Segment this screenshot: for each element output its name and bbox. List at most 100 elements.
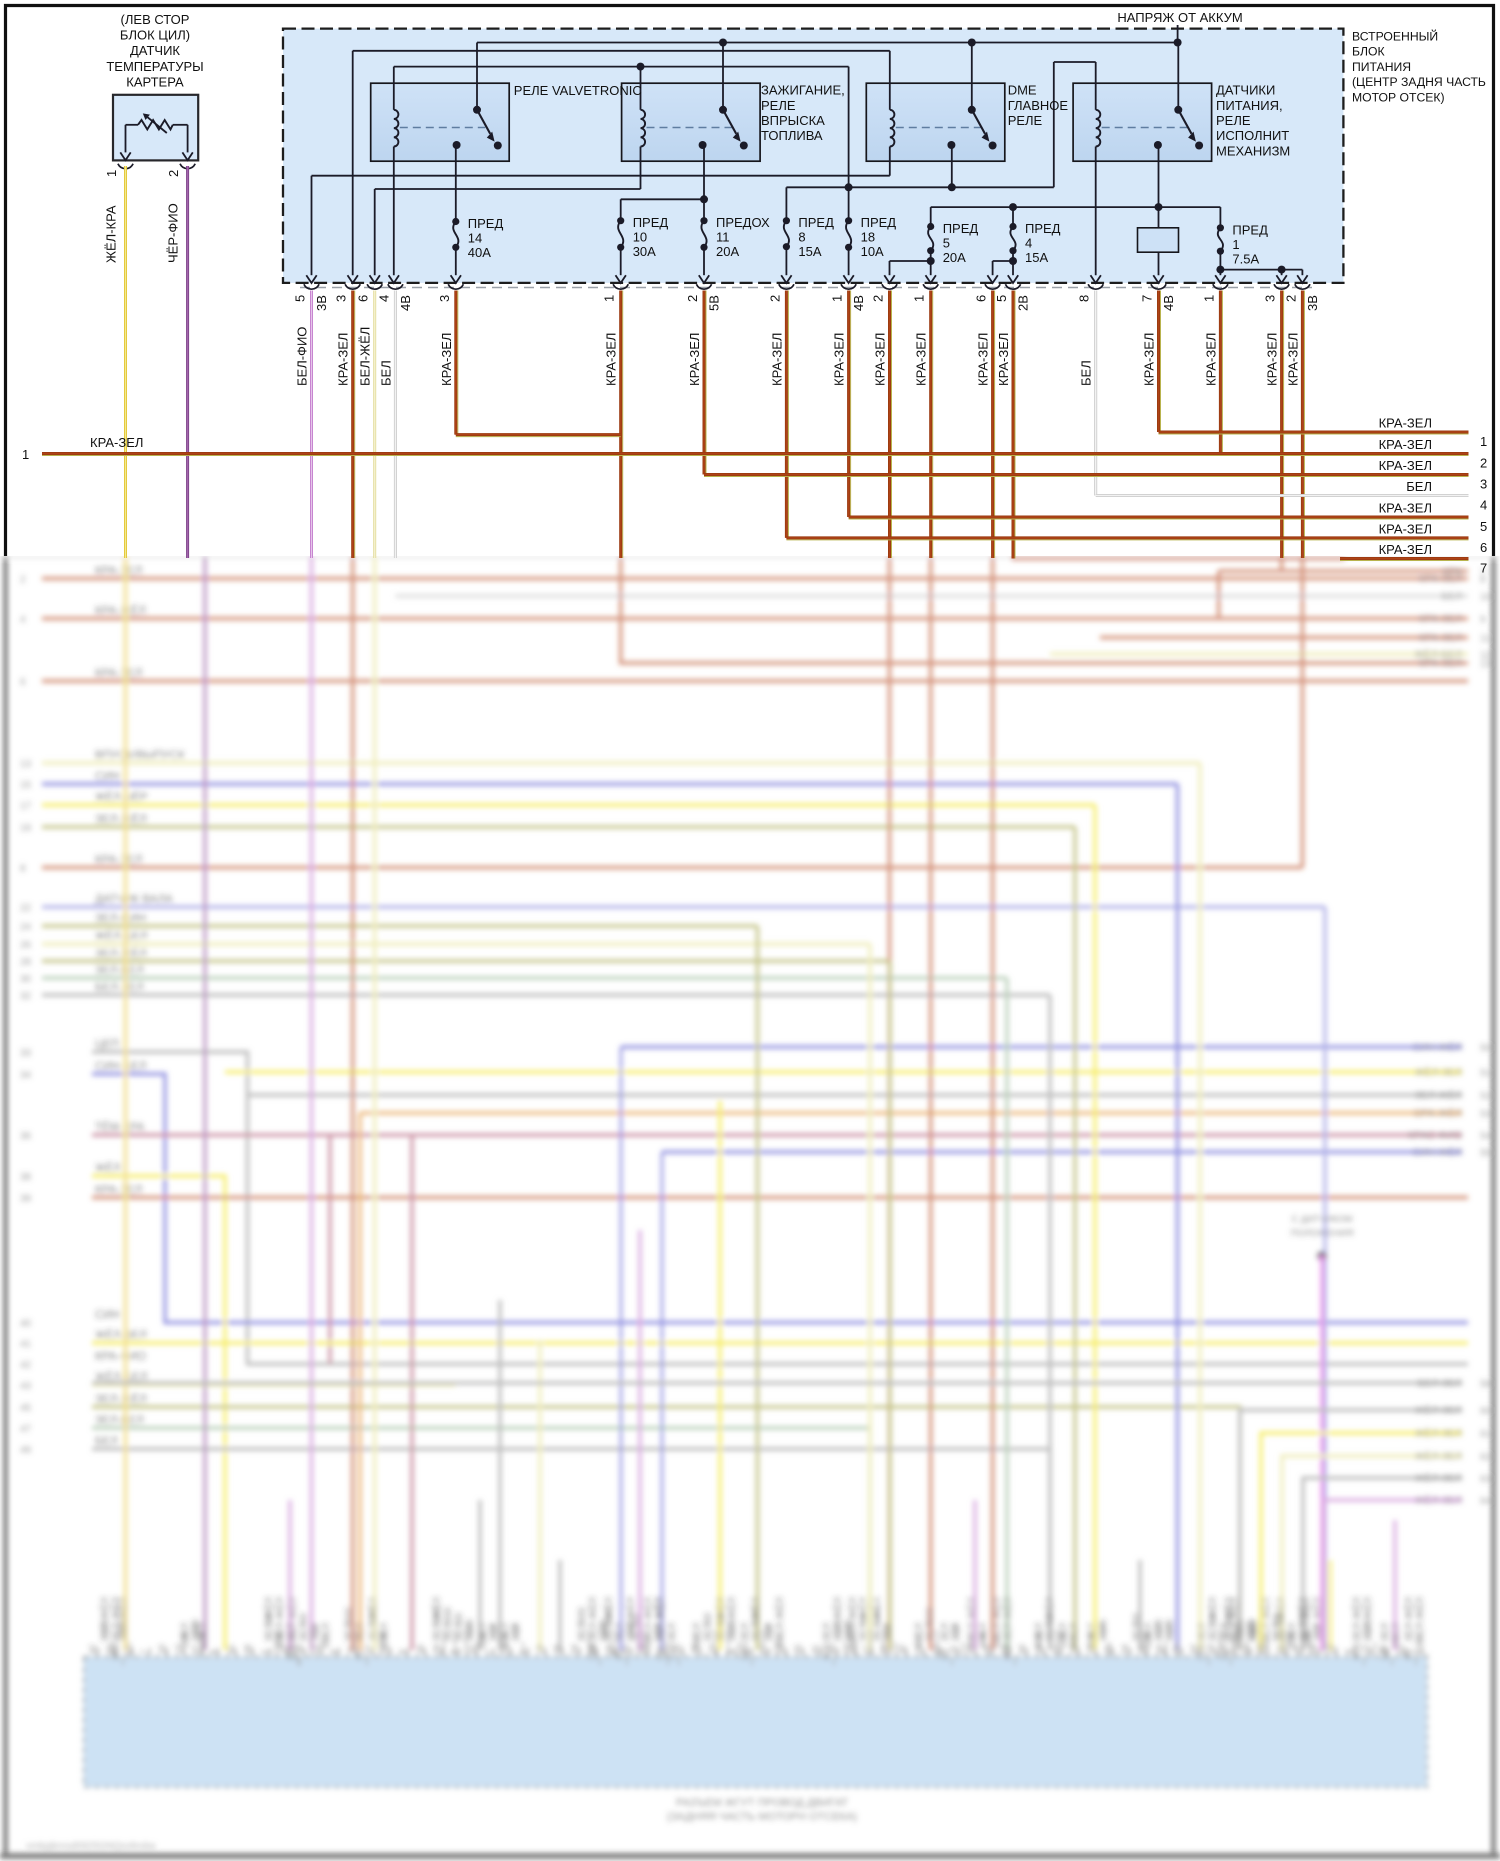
svg-text:000: 000	[872, 1607, 883, 1624]
svg-text:16: 16	[415, 1644, 426, 1655]
svg-text:РЕЛЕ: РЕЛЕ	[761, 98, 796, 113]
svg-text:1: 1	[1480, 434, 1487, 449]
svg-text:ПРЕД: ПРЕД	[861, 215, 897, 230]
svg-text:ЗЕЛ-ЖЁЛ: ЗЕЛ-ЖЁЛ	[95, 814, 147, 826]
svg-text:00: 00	[692, 1636, 703, 1648]
svg-text:28: 28	[20, 957, 32, 968]
svg-text:8: 8	[1480, 575, 1486, 586]
svg-text:000: 000	[1298, 1607, 1309, 1624]
svg-text:ЖЁЛ-ЧЁР: ЖЁЛ-ЧЁР	[95, 792, 148, 804]
svg-text:ЗЕЛ: ЗЕЛ	[454, 1623, 465, 1642]
svg-text:4В: 4В	[398, 295, 413, 311]
svg-text:1: 1	[830, 295, 845, 302]
svg-text:15A: 15A	[798, 244, 821, 259]
svg-text:000: 000	[111, 1643, 122, 1660]
svg-text:9: 9	[1480, 615, 1486, 626]
svg-text:00: 00	[454, 1612, 465, 1624]
svg-text:ЗЕЛ: ЗЕЛ	[191, 1623, 202, 1642]
svg-text:000: 000	[1058, 1631, 1069, 1648]
svg-text:3: 3	[1480, 477, 1487, 492]
svg-text:47: 47	[20, 1424, 32, 1435]
svg-text:9: 9	[724, 1650, 735, 1655]
svg-text:ЗЕЛ-ЖЁЛ: ЗЕЛ-ЖЁЛ	[750, 1597, 762, 1642]
svg-text:00: 00	[764, 1624, 775, 1636]
svg-text:КРА-ФИО: КРА-ФИО	[95, 1351, 146, 1363]
svg-text:1: 1	[602, 295, 617, 302]
svg-text:27: 27	[759, 1644, 770, 1655]
svg-text:(ЗАДНЯЯ ЧАСТЬ МОТОРН ОТСЕКА): (ЗАДНЯЯ ЧАСТЬ МОТОРН ОТСЕКА)	[667, 1811, 857, 1823]
svg-text:ЦЕП: ЦЕП	[95, 1039, 119, 1051]
svg-text:ЗЕЛ: ЗЕЛ	[1219, 1623, 1230, 1642]
svg-text:56: 56	[294, 1644, 305, 1655]
svg-text:000: 000	[1250, 1619, 1261, 1636]
svg-text:(ЦЕНТР ЗАДНЯ ЧАСТЬ: (ЦЕНТР ЗАДНЯ ЧАСТЬ	[1352, 75, 1486, 89]
svg-text:00: 00	[859, 1612, 870, 1624]
svg-text:00: 00	[299, 1612, 310, 1624]
svg-text:26: 26	[20, 940, 32, 951]
svg-text:ЗЕЛ: ЗЕЛ	[925, 1623, 936, 1642]
svg-text:БЕЛ: БЕЛ	[1406, 479, 1432, 494]
svg-text:КРАС-ФИО: КРАС-ФИО	[1408, 1130, 1462, 1142]
svg-text:60: 60	[1480, 1406, 1492, 1417]
svg-text:00: 00	[716, 1612, 727, 1624]
svg-text:000: 000	[1235, 1619, 1246, 1636]
svg-text:ЗЕЛ-ЖЁЛ: ЗЕЛ-ЖЁЛ	[1301, 1597, 1313, 1642]
svg-text:ПРЕД: ПРЕД	[1232, 222, 1268, 237]
svg-text:6: 6	[356, 295, 371, 302]
svg-text:54: 54	[1206, 1644, 1217, 1655]
svg-text:КРА-ЗЕЛ: КРА-ЗЕЛ	[873, 333, 888, 386]
svg-text:53: 53	[1480, 1109, 1492, 1120]
svg-text:35: 35	[1378, 1644, 1389, 1655]
svg-text:5: 5	[994, 295, 1009, 302]
svg-text:000: 000	[727, 1619, 738, 1636]
svg-text:000: 000	[751, 1607, 762, 1624]
svg-text:ЗАЖИГАНИЕ,: ЗАЖИГАНИЕ,	[761, 83, 845, 98]
svg-text:ЗЕЛ-ЖЁЛ: ЗЕЛ-ЖЁЛ	[367, 1597, 379, 1642]
svg-text:БЕЛ: БЕЛ	[378, 360, 393, 386]
svg-text:43: 43	[20, 1381, 32, 1392]
svg-text:ЗЕЛ-ЖЁЛ: ЗЕЛ-ЖЁЛ	[1415, 1090, 1462, 1102]
svg-text:000: 000	[1363, 1619, 1374, 1636]
svg-text:00: 00	[1132, 1612, 1143, 1624]
svg-text:ЖЁЛ-БЕЛ: ЖЁЛ-БЕЛ	[95, 931, 147, 943]
svg-text:ЖЁЛ-ЗЕЛ: ЖЁЛ-ЗЕЛ	[95, 1330, 147, 1342]
svg-text:ДАТЧИКИ: ДАТЧИКИ	[1216, 83, 1275, 98]
svg-text:10: 10	[633, 230, 647, 245]
svg-text:ЗЕЛ: ЗЕЛ	[1098, 1623, 1109, 1642]
svg-text:ЗЕЛ-ЖЁЛ: ЗЕЛ-ЖЁЛ	[774, 1597, 786, 1642]
svg-text:ГЛАВНОЕ: ГЛАВНОЕ	[1008, 98, 1069, 113]
svg-text:ЗЕЛ: ЗЕЛ	[599, 1623, 610, 1642]
svg-text:000: 000	[599, 1619, 610, 1636]
svg-text:000: 000	[286, 1643, 297, 1660]
svg-text:2: 2	[685, 295, 700, 302]
svg-text:БЕЛ-ЗЕЛ: БЕЛ-ЗЕЛ	[1417, 1378, 1462, 1390]
svg-text:ЗЕЛ-ЖЁЛ: ЗЕЛ-ЖЁЛ	[655, 1597, 667, 1642]
svg-text:000: 000	[1197, 1643, 1208, 1660]
svg-text:ЗЕЛ: ЗЕЛ	[914, 1623, 925, 1642]
svg-text:ЗЕЛ: ЗЕЛ	[1235, 1623, 1246, 1642]
svg-text:КРА-ЗЕЛ: КРА-ЗЕЛ	[1419, 632, 1462, 644]
svg-text:00: 00	[1380, 1648, 1391, 1660]
svg-text:ЗЕЛ: ЗЕЛ	[740, 1623, 751, 1642]
svg-text:МОТОР ОТСЕК): МОТОР ОТСЕК)	[1352, 90, 1445, 104]
svg-text:ЗЕЛ-ЖЁЛ: ЗЕЛ-ЖЁЛ	[653, 1597, 665, 1642]
svg-text:20: 20	[105, 1644, 116, 1655]
svg-text:39: 39	[20, 1194, 32, 1205]
svg-text:000: 000	[432, 1607, 443, 1624]
svg-text:4: 4	[376, 295, 391, 302]
svg-text:ЗЕЛ: ЗЕЛ	[1165, 1623, 1176, 1642]
svg-text:НАПРЯЖ ОТ АККУМ: НАПРЯЖ ОТ АККУМ	[1117, 10, 1242, 25]
svg-text:СИН: СИН	[95, 771, 120, 783]
svg-text:ЗЕЛ: ЗЕЛ	[286, 1623, 297, 1642]
svg-text:58: 58	[1480, 1379, 1492, 1390]
svg-text:24: 24	[20, 922, 32, 933]
svg-text:000: 000	[1219, 1643, 1230, 1660]
svg-text:000: 000	[925, 1607, 936, 1624]
svg-text:2: 2	[1283, 295, 1298, 302]
svg-text:00: 00	[643, 1636, 654, 1648]
svg-text:РЕЛЕ: РЕЛЕ	[1008, 113, 1043, 128]
svg-text:19: 19	[20, 823, 32, 834]
svg-text:КРА-ЗЕЛ: КРА-ЗЕЛ	[976, 333, 991, 386]
svg-text:64: 64	[1480, 1496, 1492, 1507]
svg-text:ЗЕЛ: ЗЕЛ	[1250, 1623, 1261, 1642]
